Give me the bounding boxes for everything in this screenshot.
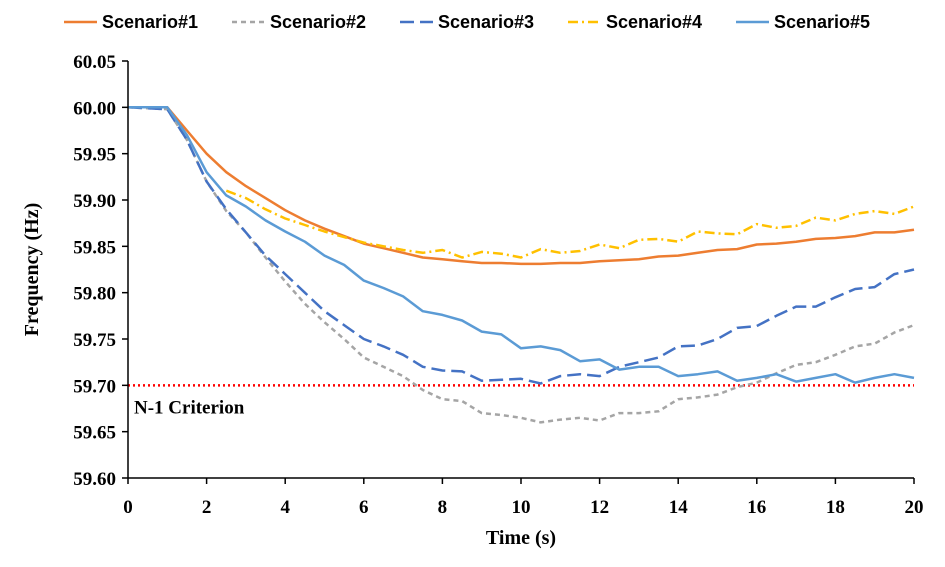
y-tick-label: 59.90: [73, 191, 116, 212]
x-tick-label: 8: [438, 497, 448, 518]
x-tick-label: 14: [669, 497, 689, 518]
axes-group: [127, 61, 914, 479]
legend-label-3: Scenario#3: [438, 12, 534, 32]
x-tick-label: 10: [512, 497, 531, 518]
x-tick-label: 12: [590, 497, 609, 518]
series-line-5: [128, 106, 915, 384]
series-line-4: [225, 189, 915, 259]
n1-criterion-label: N-1 Criterion: [134, 397, 245, 418]
legend-label-5: Scenario#5: [774, 12, 870, 32]
x-tick-label: 20: [905, 497, 924, 518]
y-tick-label: 59.60: [73, 469, 116, 490]
y-tick-label: 60.00: [73, 98, 116, 119]
y-tick-label: 59.80: [73, 284, 116, 305]
y-tick-label: 59.85: [73, 237, 116, 258]
x-axis-title: Time (s): [486, 527, 556, 549]
x-tick-label: 16: [747, 497, 766, 518]
legend-label-2: Scenario#2: [270, 12, 366, 32]
series-line-2: [127, 106, 915, 424]
series-line-1: [128, 106, 915, 266]
x-tick-label: 6: [359, 497, 369, 518]
x-tick-label: 4: [280, 497, 290, 518]
y-axis-title: Frequency (Hz): [21, 203, 43, 337]
legend: Scenario#1 Scenario#2 Scenario#3 Scenario#4…: [64, 12, 870, 32]
legend-label-4: Scenario#4: [606, 12, 702, 32]
x-tick-label: 2: [202, 497, 212, 518]
y-tick-label: 59.75: [73, 330, 116, 351]
ticks-group: 0 2 4 6 8 10 12 14 16 18 20 59.60 59.65 59.70 59.75 59.…: [73, 52, 923, 518]
y-tick-label: 59.70: [73, 376, 116, 397]
x-tick-label: 18: [826, 497, 845, 518]
y-tick-label: 59.95: [73, 145, 116, 166]
y-tick-label: 60.05: [73, 52, 116, 73]
series-line-3: [127, 106, 915, 385]
y-tick-label: 59.65: [73, 423, 116, 444]
legend-label-1: Scenario#1: [102, 12, 198, 32]
x-tick-label: 0: [123, 497, 133, 518]
series-group: [127, 106, 915, 424]
